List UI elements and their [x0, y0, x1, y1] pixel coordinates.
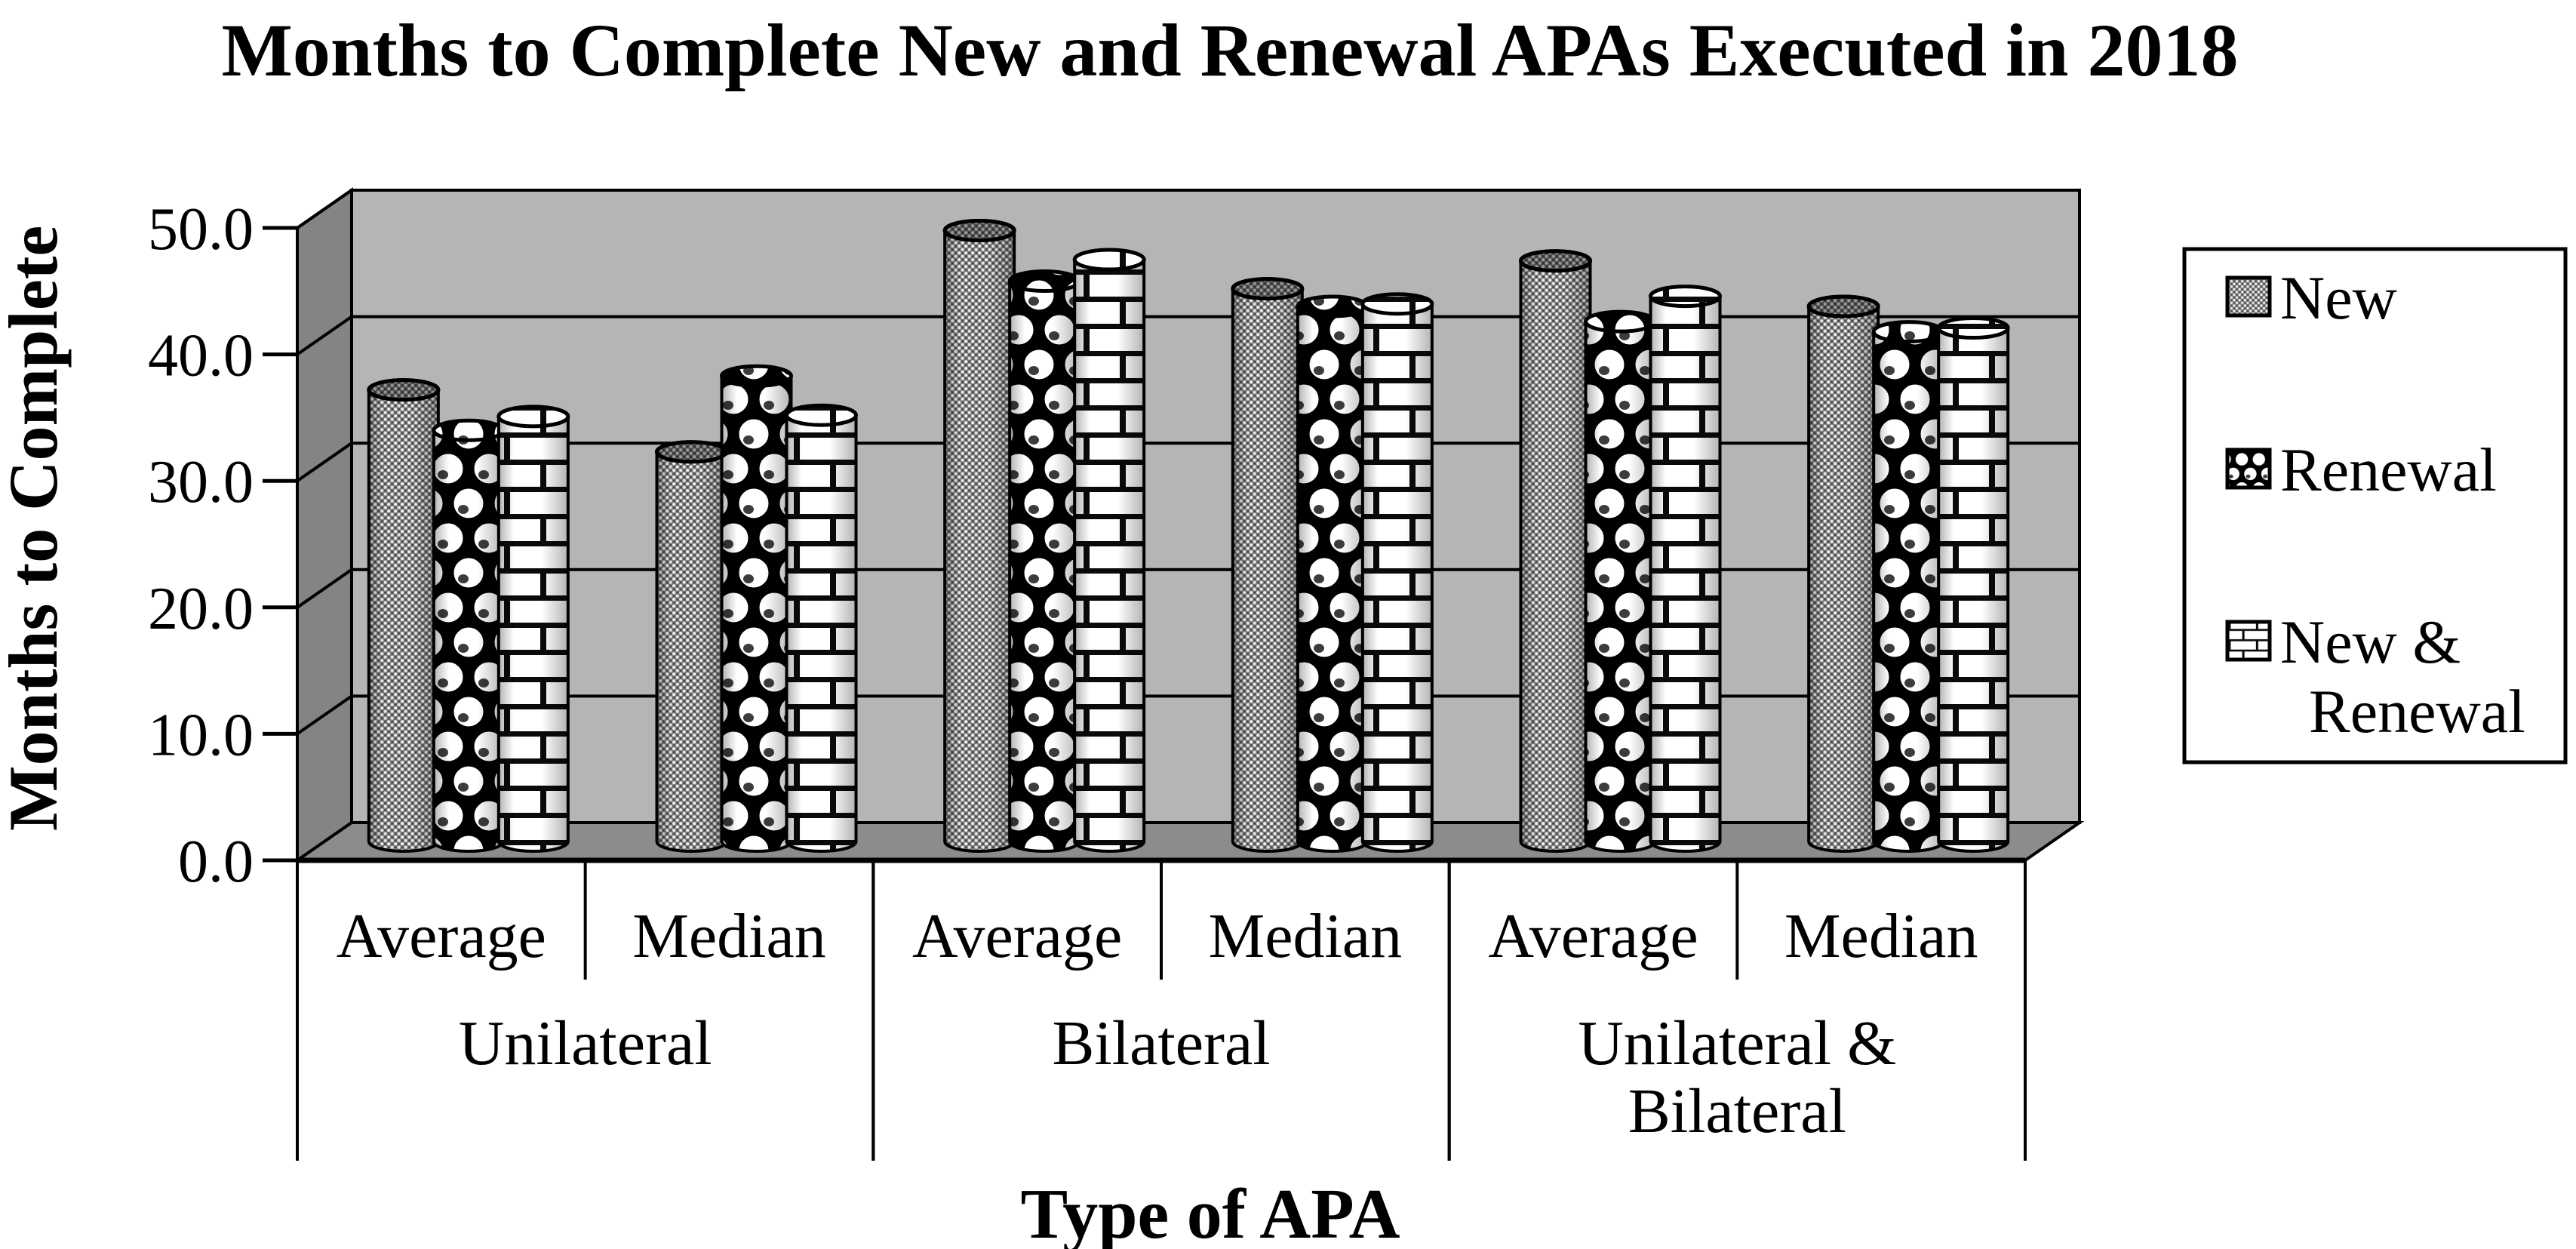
- group-label: Unilateral: [459, 1008, 712, 1078]
- legend-item-new: New: [2225, 263, 2397, 332]
- group-label: Bilateral: [1052, 1008, 1270, 1078]
- legend: New Renewal New & Renewal: [2182, 247, 2568, 764]
- back-wall: [350, 189, 2081, 824]
- y-tick-label: 0.0: [178, 829, 254, 895]
- legend-swatch-new: [2225, 275, 2272, 318]
- legend-item-new-and-renewal: New & Renewal: [2225, 608, 2525, 746]
- category-label: Average: [337, 901, 546, 971]
- bar-cylinder-new-5: [1806, 294, 1880, 853]
- legend-label-renewal: Renewal: [2280, 435, 2497, 504]
- y-tick-label: 10.0: [148, 702, 254, 768]
- bar-cylinder-new-renewal-1: [785, 403, 858, 853]
- gridline-side: [296, 441, 353, 482]
- bar-cylinder-new-renewal-4: [1649, 285, 1722, 853]
- bar-cylinder-new-renewal-2: [1072, 248, 1146, 853]
- bar-cylinder-renewal-1: [720, 364, 793, 853]
- group-label: Bilateral: [1628, 1076, 1846, 1146]
- bar-cylinder-renewal-3: [1296, 294, 1369, 853]
- legend-swatch-renewal: [2225, 448, 2272, 490]
- bar-cylinder-new-1: [655, 440, 728, 853]
- gridline-side: [296, 568, 353, 609]
- bar-cylinder-new-renewal-3: [1360, 292, 1434, 853]
- y-tick-label: 20.0: [148, 576, 254, 642]
- category-label: Median: [632, 901, 826, 971]
- category-label: Average: [912, 901, 1122, 971]
- y-tick-label: 30.0: [148, 449, 254, 515]
- y-tick-label: 50.0: [148, 196, 254, 263]
- legend-label-new: New: [2280, 263, 2397, 332]
- legend-item-renewal: Renewal: [2225, 435, 2497, 504]
- bar-cylinder-renewal-2: [1007, 269, 1081, 853]
- legend-box: [2182, 247, 2568, 764]
- group-label: Unilateral &: [1578, 1008, 1896, 1078]
- y-axis-title: Months to Complete: [0, 226, 72, 831]
- category-label: Median: [1209, 901, 1403, 971]
- bar-cylinder-new-2: [942, 218, 1016, 853]
- category-label: Average: [1488, 901, 1698, 971]
- bar-cylinder-new-4: [1519, 249, 1592, 853]
- gridline-side: [296, 189, 353, 229]
- y-tick-label: 40.0: [148, 323, 254, 389]
- legend-label-new-and-renewal: New & Renewal: [2280, 608, 2525, 746]
- category-label: Median: [1784, 901, 1978, 971]
- legend-swatch-new-and-renewal: [2225, 620, 2272, 662]
- gridline-side: [296, 315, 353, 356]
- bar-cylinder-renewal-0: [432, 418, 506, 853]
- plot-area: 0.0 10.0 20.0 30.0 40.0 50.0 Average Median Unil…: [148, 187, 2085, 1161]
- bar-cylinder-renewal-5: [1871, 320, 1945, 853]
- x-axis-title: Type of APA: [1020, 1175, 1400, 1249]
- side-wall: [296, 187, 353, 863]
- chart-title: Months to Complete New and Renewal APAs …: [221, 8, 2238, 92]
- bar-cylinder-new-renewal-0: [496, 405, 570, 853]
- bar-cylinder-new-3: [1231, 277, 1305, 853]
- bar-cylinder-new-renewal-5: [1936, 316, 2010, 853]
- gridline-side: [296, 694, 353, 736]
- bar-cylinder-new-0: [367, 378, 441, 853]
- bar-cylinder-renewal-4: [1584, 309, 1657, 853]
